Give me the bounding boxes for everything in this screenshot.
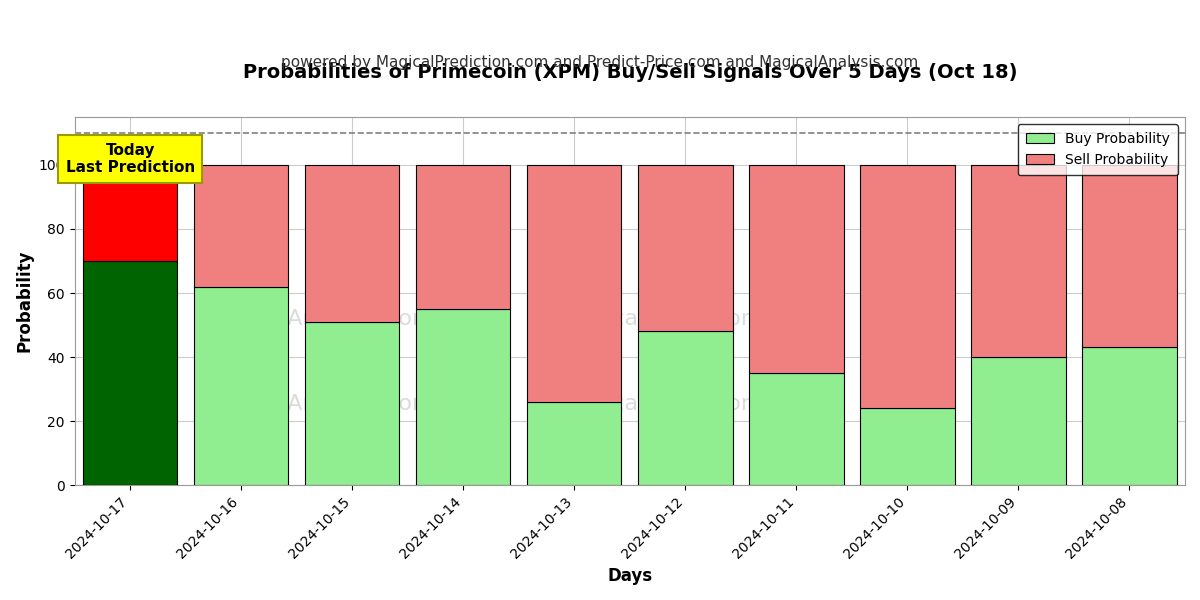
Bar [749, 165, 844, 373]
Bar [194, 165, 288, 287]
Bar [749, 373, 844, 485]
Bar [1082, 165, 1177, 347]
Bar [416, 309, 510, 485]
Bar [305, 165, 400, 322]
Y-axis label: Probability: Probability [16, 250, 34, 352]
X-axis label: Days: Days [607, 567, 653, 585]
Bar [194, 287, 288, 485]
Text: MagicalAnalysis.com: MagicalAnalysis.com [203, 310, 434, 329]
Bar [971, 357, 1066, 485]
Bar [971, 165, 1066, 357]
Bar [860, 165, 955, 409]
Text: Today
Last Prediction: Today Last Prediction [66, 143, 194, 175]
Bar [638, 331, 732, 485]
Text: MagicalPrediction.com: MagicalPrediction.com [560, 394, 810, 414]
Legend: Buy Probability, Sell Probability: Buy Probability, Sell Probability [1018, 124, 1178, 175]
Bar [527, 165, 622, 402]
Bar [860, 409, 955, 485]
Text: MagicalAnalysis.com: MagicalAnalysis.com [203, 394, 434, 414]
Bar [638, 165, 732, 331]
Bar [416, 165, 510, 309]
Text: powered by MagicalPrediction.com and Predict-Price.com and MagicalAnalysis.com: powered by MagicalPrediction.com and Pre… [281, 55, 919, 70]
Title: Probabilities of Primecoin (XPM) Buy/Sell Signals Over 5 Days (Oct 18): Probabilities of Primecoin (XPM) Buy/Sel… [242, 63, 1018, 82]
Bar [83, 165, 178, 261]
Text: MagicalPrediction.com: MagicalPrediction.com [560, 310, 810, 329]
Bar [305, 322, 400, 485]
Bar [83, 261, 178, 485]
Bar [1082, 347, 1177, 485]
Bar [527, 402, 622, 485]
